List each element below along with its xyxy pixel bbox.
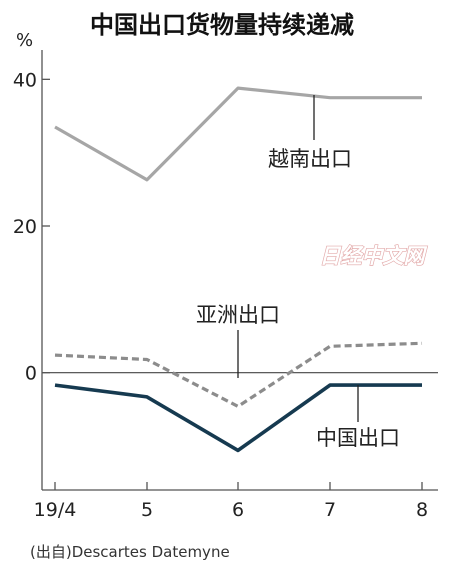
watermark-logo: 日经中文网: [320, 244, 428, 268]
series-line-asia: [54, 341, 423, 408]
source-note: (出自)Descartes Datemyne: [30, 543, 230, 561]
x-ticks: 19/4 5 6 7 8: [34, 482, 428, 521]
x-tick-label: 8: [416, 499, 428, 521]
y-tick-label: 40: [13, 69, 37, 91]
x-tick-label: 7: [324, 499, 336, 521]
x-tick-label: 5: [141, 499, 153, 521]
series-label-asia: 亚洲出口: [196, 303, 280, 327]
chart-title: 中国出口货物量持续递减: [90, 11, 354, 39]
series-lines: [54, 86, 423, 453]
y-ticks: 0 20 40: [13, 69, 50, 385]
x-tick-label: 19/4: [34, 499, 77, 521]
y-unit: %: [16, 30, 33, 51]
series-label-vietnam: 越南出口: [268, 147, 352, 171]
y-tick-label: 0: [25, 363, 37, 385]
y-tick-label: 20: [13, 216, 37, 238]
series-line-vietnam: [54, 86, 422, 182]
x-tick-label: 6: [232, 499, 244, 521]
series-label-china: 中国出口: [316, 426, 400, 450]
series-line-china: [54, 383, 422, 453]
